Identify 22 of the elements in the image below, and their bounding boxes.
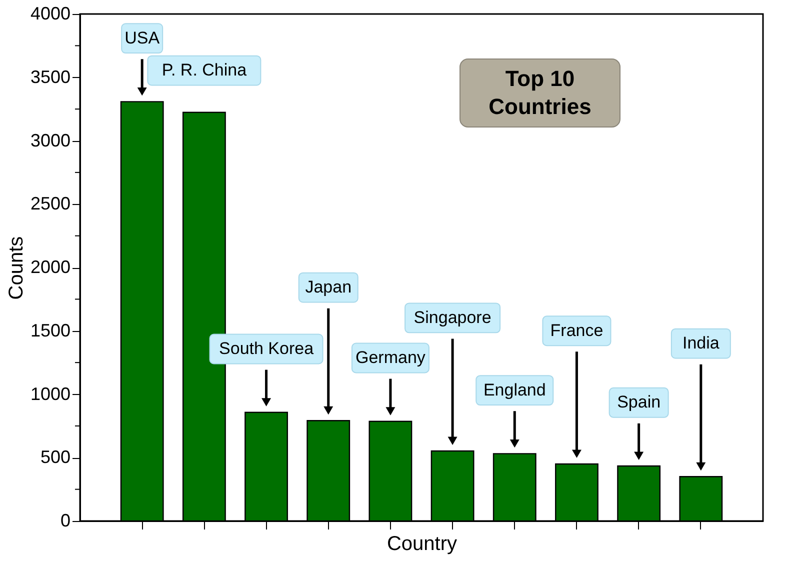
x-tick-label: USA: [124, 28, 160, 48]
x-tick-label: South Korea: [219, 339, 314, 358]
text: Top 10 Countries: [488, 66, 592, 119]
y-tick-label: 3000: [30, 130, 70, 150]
x-tick-label: France: [550, 320, 604, 340]
x-tick-label: India: [682, 334, 720, 353]
x-tick-label: England: [483, 380, 546, 400]
y-tick-label: 0: [60, 510, 70, 530]
x-tick-label: Spain: [617, 392, 661, 412]
y-axis-title: Counts: [5, 236, 28, 300]
y-tick-label: 2000: [30, 257, 70, 277]
x-tick-label: P. R. China: [162, 60, 248, 80]
y-tick-label: 1000: [30, 384, 70, 404]
x-tick-label: Singapore: [414, 308, 492, 327]
x-tick-label: Germany: [355, 348, 426, 367]
x-tick-label: Japan: [305, 278, 352, 297]
y-tick-label: 500: [40, 447, 70, 468]
y-tick-label: 4000: [30, 4, 70, 24]
x-axis-title: Country: [386, 533, 458, 555]
y-tick-label: 3500: [30, 66, 70, 87]
y-tick-label: 1500: [30, 320, 70, 340]
y-tick-label: 2500: [30, 194, 70, 214]
